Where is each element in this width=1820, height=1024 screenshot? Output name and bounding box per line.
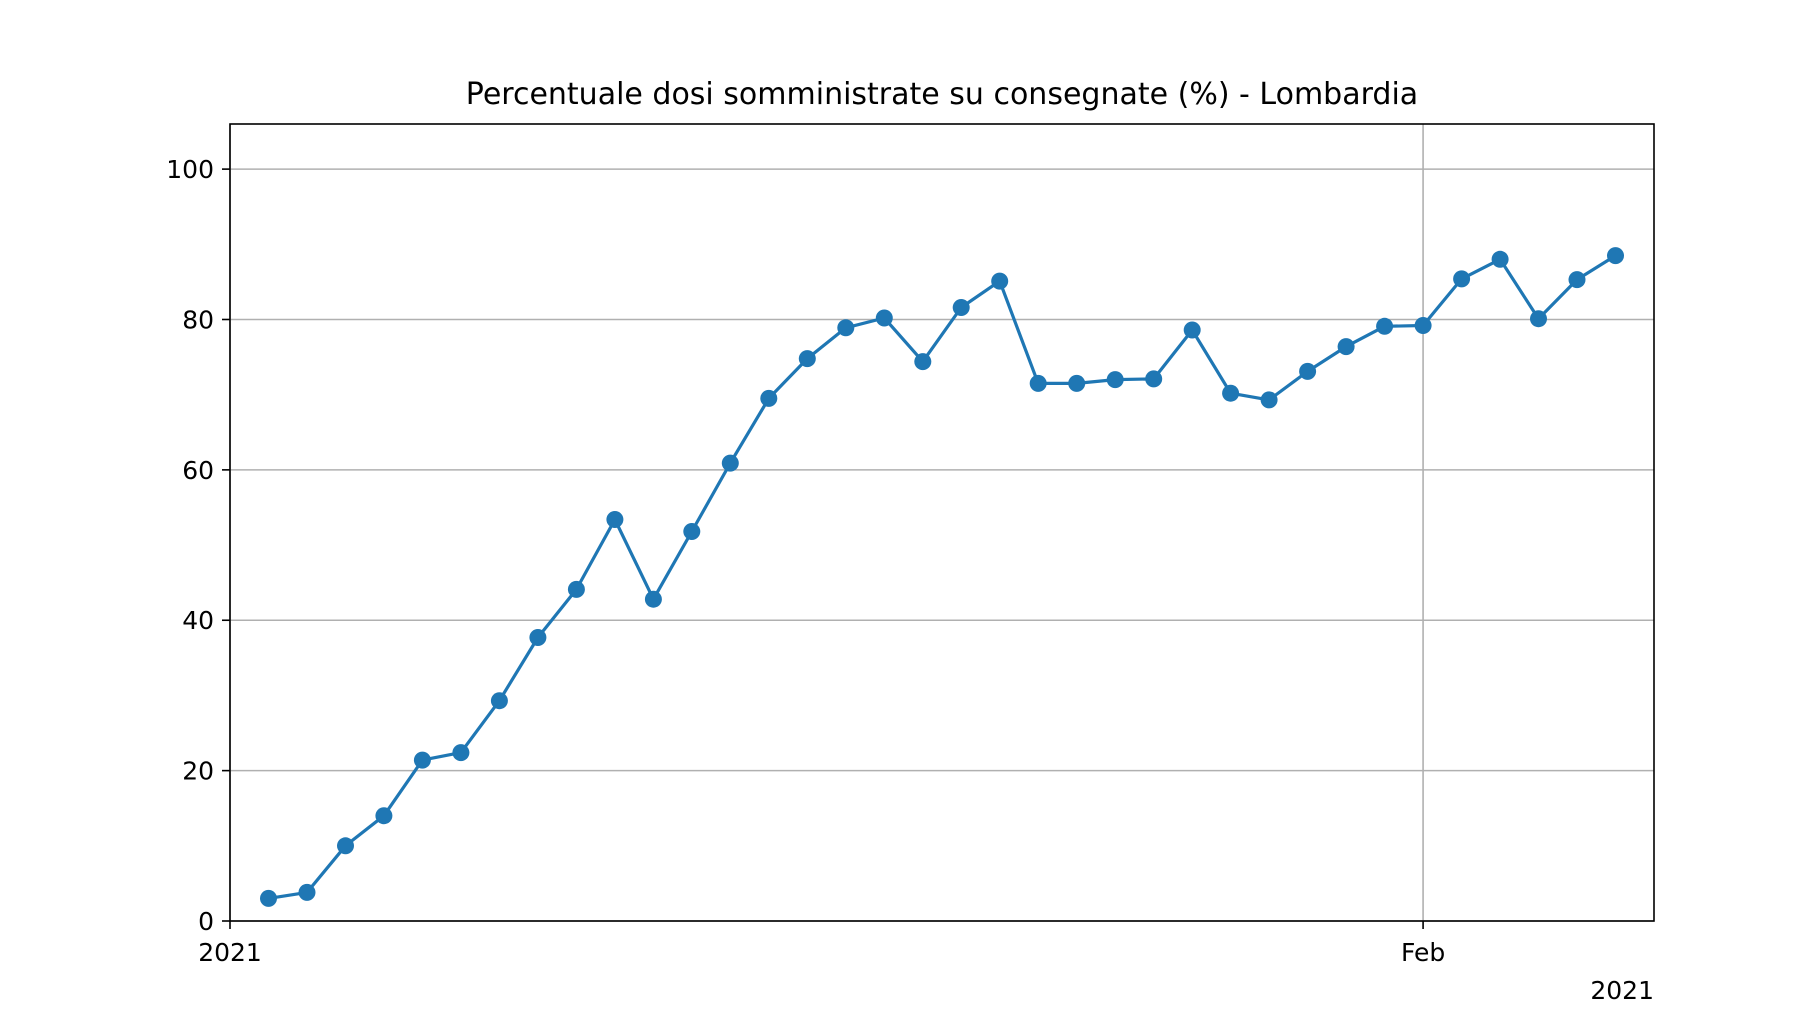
data-point	[914, 353, 932, 371]
data-point	[490, 692, 508, 710]
data-point	[452, 744, 470, 762]
data-point	[260, 889, 277, 907]
y-tick-label: 60	[182, 456, 214, 485]
data-point	[798, 350, 816, 368]
data-point	[1145, 370, 1163, 388]
data-point	[875, 309, 893, 327]
x-tick-label: 2021	[198, 938, 262, 967]
data-point	[1414, 317, 1432, 334]
data-point	[1491, 250, 1509, 268]
data-point	[644, 590, 662, 608]
data-point	[721, 454, 739, 472]
data-point	[413, 751, 431, 769]
data-point	[991, 272, 1009, 290]
data-point	[1183, 321, 1201, 339]
data-point	[1530, 310, 1547, 328]
data-point	[837, 319, 855, 337]
y-tick-label: 40	[182, 606, 214, 635]
data-point	[1568, 271, 1586, 289]
data-point	[1068, 374, 1086, 392]
data-point	[1376, 317, 1394, 335]
data-point	[683, 523, 701, 540]
data-point	[298, 883, 316, 901]
plot-frame	[229, 123, 1655, 922]
data-point	[1106, 371, 1124, 389]
data-point	[606, 511, 624, 528]
data-point	[567, 580, 585, 598]
data-point	[1299, 362, 1317, 380]
y-tick-label: 80	[182, 305, 214, 334]
data-point	[1607, 247, 1624, 265]
axes: 0 20 40 60 80 100 2021 Feb	[166, 155, 1445, 967]
data-point	[760, 389, 778, 407]
y-tick-label: 100	[166, 155, 214, 184]
data-point	[529, 629, 547, 646]
data-point	[375, 807, 393, 825]
y-tick-label: 0	[198, 907, 214, 936]
data-point	[337, 837, 354, 855]
data-point	[1453, 270, 1471, 288]
data-point	[1260, 391, 1278, 409]
chart-title: Percentuale dosi somministrate su conseg…	[466, 77, 1418, 112]
x-offset-label: 2021	[1590, 976, 1654, 1005]
data-point	[1222, 384, 1240, 402]
data-point	[1029, 374, 1047, 392]
series-layer	[260, 247, 1624, 907]
data-point	[952, 299, 970, 316]
data-point	[1337, 338, 1355, 356]
y-tick-label: 20	[182, 757, 214, 786]
x-tick-label: Feb	[1401, 938, 1445, 967]
